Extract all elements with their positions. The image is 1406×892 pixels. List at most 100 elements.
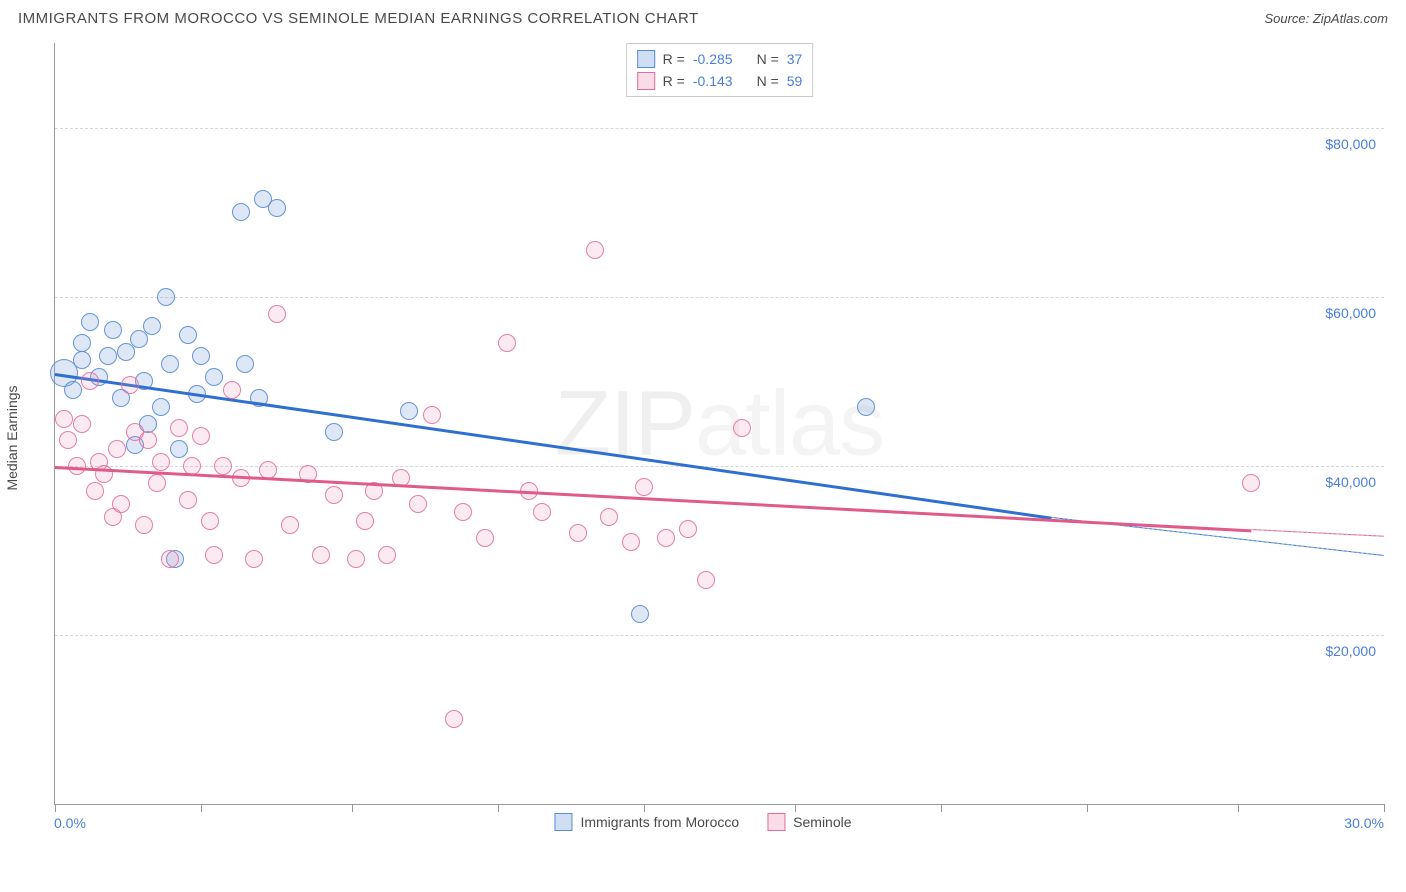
stats-row-blue: R = -0.285 N = 37 [637, 48, 803, 70]
stats-n-value: 59 [787, 73, 803, 89]
x-axis-label-max: 30.0% [1344, 815, 1384, 831]
scatter-point [635, 478, 653, 496]
scatter-point [73, 334, 91, 352]
x-axis-tick [795, 804, 796, 812]
scatter-point [86, 482, 104, 500]
plot-area: ZIPatlas R = -0.285 N = 37 R = -0.143 N … [54, 43, 1384, 805]
x-axis-label-min: 0.0% [54, 815, 86, 831]
scatter-point [81, 313, 99, 331]
scatter-point [73, 415, 91, 433]
scatter-point [454, 503, 472, 521]
scatter-point [533, 503, 551, 521]
scatter-point [64, 381, 82, 399]
scatter-point [586, 241, 604, 259]
scatter-point [205, 546, 223, 564]
x-axis-tick [352, 804, 353, 812]
scatter-point [148, 474, 166, 492]
scatter-point [214, 457, 232, 475]
chart-source: Source: ZipAtlas.com [1264, 11, 1388, 26]
scatter-point [59, 431, 77, 449]
scatter-point [170, 440, 188, 458]
stats-r-value: -0.285 [693, 51, 733, 67]
scatter-point [356, 512, 374, 530]
scatter-point [161, 550, 179, 568]
stats-r-label: R = [663, 73, 685, 89]
stats-row-pink: R = -0.143 N = 59 [637, 70, 803, 92]
scatter-point [569, 524, 587, 542]
scatter-point [268, 305, 286, 323]
gridline [55, 297, 1384, 298]
scatter-point [445, 710, 463, 728]
stats-box: R = -0.285 N = 37 R = -0.143 N = 59 [626, 43, 814, 97]
scatter-point [192, 427, 210, 445]
scatter-point [476, 529, 494, 547]
scatter-point [1242, 474, 1260, 492]
x-axis-tick [1238, 804, 1239, 812]
scatter-point [378, 546, 396, 564]
scatter-point [157, 288, 175, 306]
x-axis-tick [941, 804, 942, 812]
scatter-point [679, 520, 697, 538]
scatter-point [223, 381, 241, 399]
trend-line [55, 373, 1052, 519]
x-axis-tick [644, 804, 645, 812]
chart-title: IMMIGRANTS FROM MOROCCO VS SEMINOLE MEDI… [18, 10, 699, 27]
scatter-point [347, 550, 365, 568]
scatter-point [179, 326, 197, 344]
x-axis-tick [1087, 804, 1088, 812]
scatter-point [205, 368, 223, 386]
stats-n-value: 37 [787, 51, 803, 67]
scatter-point [192, 347, 210, 365]
stats-n-label: N = [757, 51, 779, 67]
stats-square-icon [637, 72, 655, 90]
scatter-point [139, 431, 157, 449]
y-axis-label: Median Earnings [4, 385, 20, 490]
x-axis-tick [201, 804, 202, 812]
scatter-point [152, 453, 170, 471]
y-axis-tick-label: $80,000 [1325, 136, 1376, 152]
scatter-point [135, 516, 153, 534]
y-axis-tick-label: $60,000 [1325, 305, 1376, 321]
trend-line-extrapolation [1251, 529, 1384, 537]
scatter-point [236, 355, 254, 373]
scatter-point [99, 347, 117, 365]
scatter-point [112, 495, 130, 513]
x-axis-tick [55, 804, 56, 812]
legend-label: Immigrants from Morocco [580, 814, 739, 830]
scatter-point [325, 486, 343, 504]
x-axis-tick [498, 804, 499, 812]
gridline [55, 635, 1384, 636]
legend-item-blue: Immigrants from Morocco [554, 813, 739, 831]
scatter-point [325, 423, 343, 441]
stats-r-label: R = [663, 51, 685, 67]
scatter-point [423, 406, 441, 424]
scatter-point [400, 402, 418, 420]
scatter-point [143, 317, 161, 335]
scatter-point [600, 508, 618, 526]
scatter-point [622, 533, 640, 551]
scatter-point [121, 376, 139, 394]
scatter-point [281, 516, 299, 534]
scatter-point [161, 355, 179, 373]
trend-line [55, 466, 1251, 532]
scatter-point [179, 491, 197, 509]
legend-square-icon [554, 813, 572, 831]
x-axis-tick [1384, 804, 1385, 812]
scatter-point [152, 398, 170, 416]
y-axis-tick-label: $40,000 [1325, 474, 1376, 490]
legend-square-icon [767, 813, 785, 831]
scatter-point [657, 529, 675, 547]
legend-item-pink: Seminole [767, 813, 851, 831]
stats-square-icon [637, 50, 655, 68]
scatter-point [245, 550, 263, 568]
chart-container: Median Earnings ZIPatlas R = -0.285 N = … [18, 35, 1388, 825]
scatter-point [232, 203, 250, 221]
legend-label: Seminole [793, 814, 851, 830]
scatter-point [55, 410, 73, 428]
scatter-point [498, 334, 516, 352]
scatter-point [857, 398, 875, 416]
y-axis-tick-label: $20,000 [1325, 643, 1376, 659]
stats-r-value: -0.143 [693, 73, 733, 89]
scatter-point [104, 321, 122, 339]
scatter-point [733, 419, 751, 437]
